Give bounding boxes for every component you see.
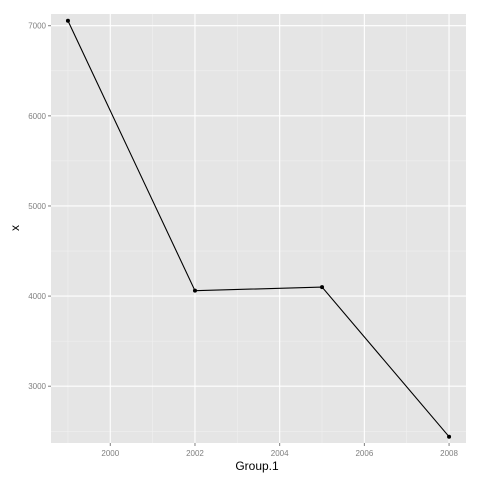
data-point — [65, 18, 70, 23]
x-tick-label: 2000 — [101, 449, 119, 458]
x-tick-label: 2004 — [271, 449, 289, 458]
y-tick-label: 5000 — [28, 202, 46, 211]
x-tick-label: 2002 — [186, 449, 204, 458]
y-tick-label: 7000 — [28, 22, 46, 31]
y-tick-label: 4000 — [28, 292, 46, 301]
plot-panel — [51, 14, 466, 443]
x-tick-label: 2006 — [355, 449, 373, 458]
x-tick-label: 2008 — [440, 449, 458, 458]
minor-gridlines — [51, 14, 466, 443]
data-series — [65, 18, 452, 439]
y-axis-ticks: 3000 4000 5000 6000 7000 — [28, 22, 51, 391]
y-tick-label: 3000 — [28, 382, 46, 391]
data-point — [192, 288, 197, 293]
y-tick-label: 6000 — [28, 112, 46, 121]
x-axis-ticks: 2000 2002 2004 2006 2008 — [101, 443, 459, 458]
major-gridlines — [51, 14, 466, 443]
data-point — [320, 285, 325, 290]
data-point — [447, 434, 452, 439]
x-axis-title: Group.1 — [235, 459, 279, 473]
series-line — [67, 20, 450, 438]
y-axis-title: x — [8, 225, 22, 231]
